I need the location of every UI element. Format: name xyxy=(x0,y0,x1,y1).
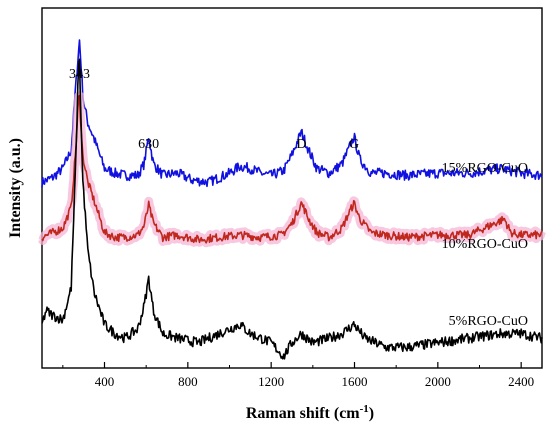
x-tick-label: 800 xyxy=(178,374,198,389)
series-line xyxy=(41,39,543,188)
series-layer xyxy=(38,39,546,360)
peak-label: G xyxy=(349,137,359,152)
series-10-rgo-cuo xyxy=(38,91,546,248)
peak-label: 630 xyxy=(138,137,159,152)
y-axis-title: Intensity (a.u.) xyxy=(7,138,24,238)
x-axis-title-sup: -1 xyxy=(360,403,369,415)
series-label: 10%RGO-CuO xyxy=(442,237,528,252)
series-15-rgo-cuo xyxy=(41,39,543,188)
series-labels: 15%RGO-CuO 10%RGO-CuO 5%RGO-CuO xyxy=(442,161,528,329)
x-axis-title-main: Raman shift (cm xyxy=(246,405,360,422)
x-tick-label: 2000 xyxy=(425,374,451,389)
peak-annotations: 343 630 D G xyxy=(69,67,359,152)
series-label: 5%RGO-CuO xyxy=(449,314,528,329)
peak-label: 343 xyxy=(69,67,90,82)
x-axis-title-close: ) xyxy=(369,405,374,422)
x-tick-label: 2400 xyxy=(508,374,534,389)
series-label: 15%RGO-CuO xyxy=(442,161,528,176)
x-tick-label: 1600 xyxy=(342,374,368,389)
x-tick-label: 400 xyxy=(95,374,115,389)
x-tick-label: 1200 xyxy=(258,374,284,389)
plot-frame xyxy=(41,7,543,369)
x-axis-title: Raman shift (cm-1) xyxy=(246,403,374,422)
peak-label: D xyxy=(296,137,306,152)
series-line xyxy=(41,94,543,244)
x-axis-ticks: 400 800 1200 1600 2000 2400 xyxy=(62,362,534,389)
series-line xyxy=(41,58,543,360)
series-5-rgo-cuo xyxy=(41,58,543,360)
